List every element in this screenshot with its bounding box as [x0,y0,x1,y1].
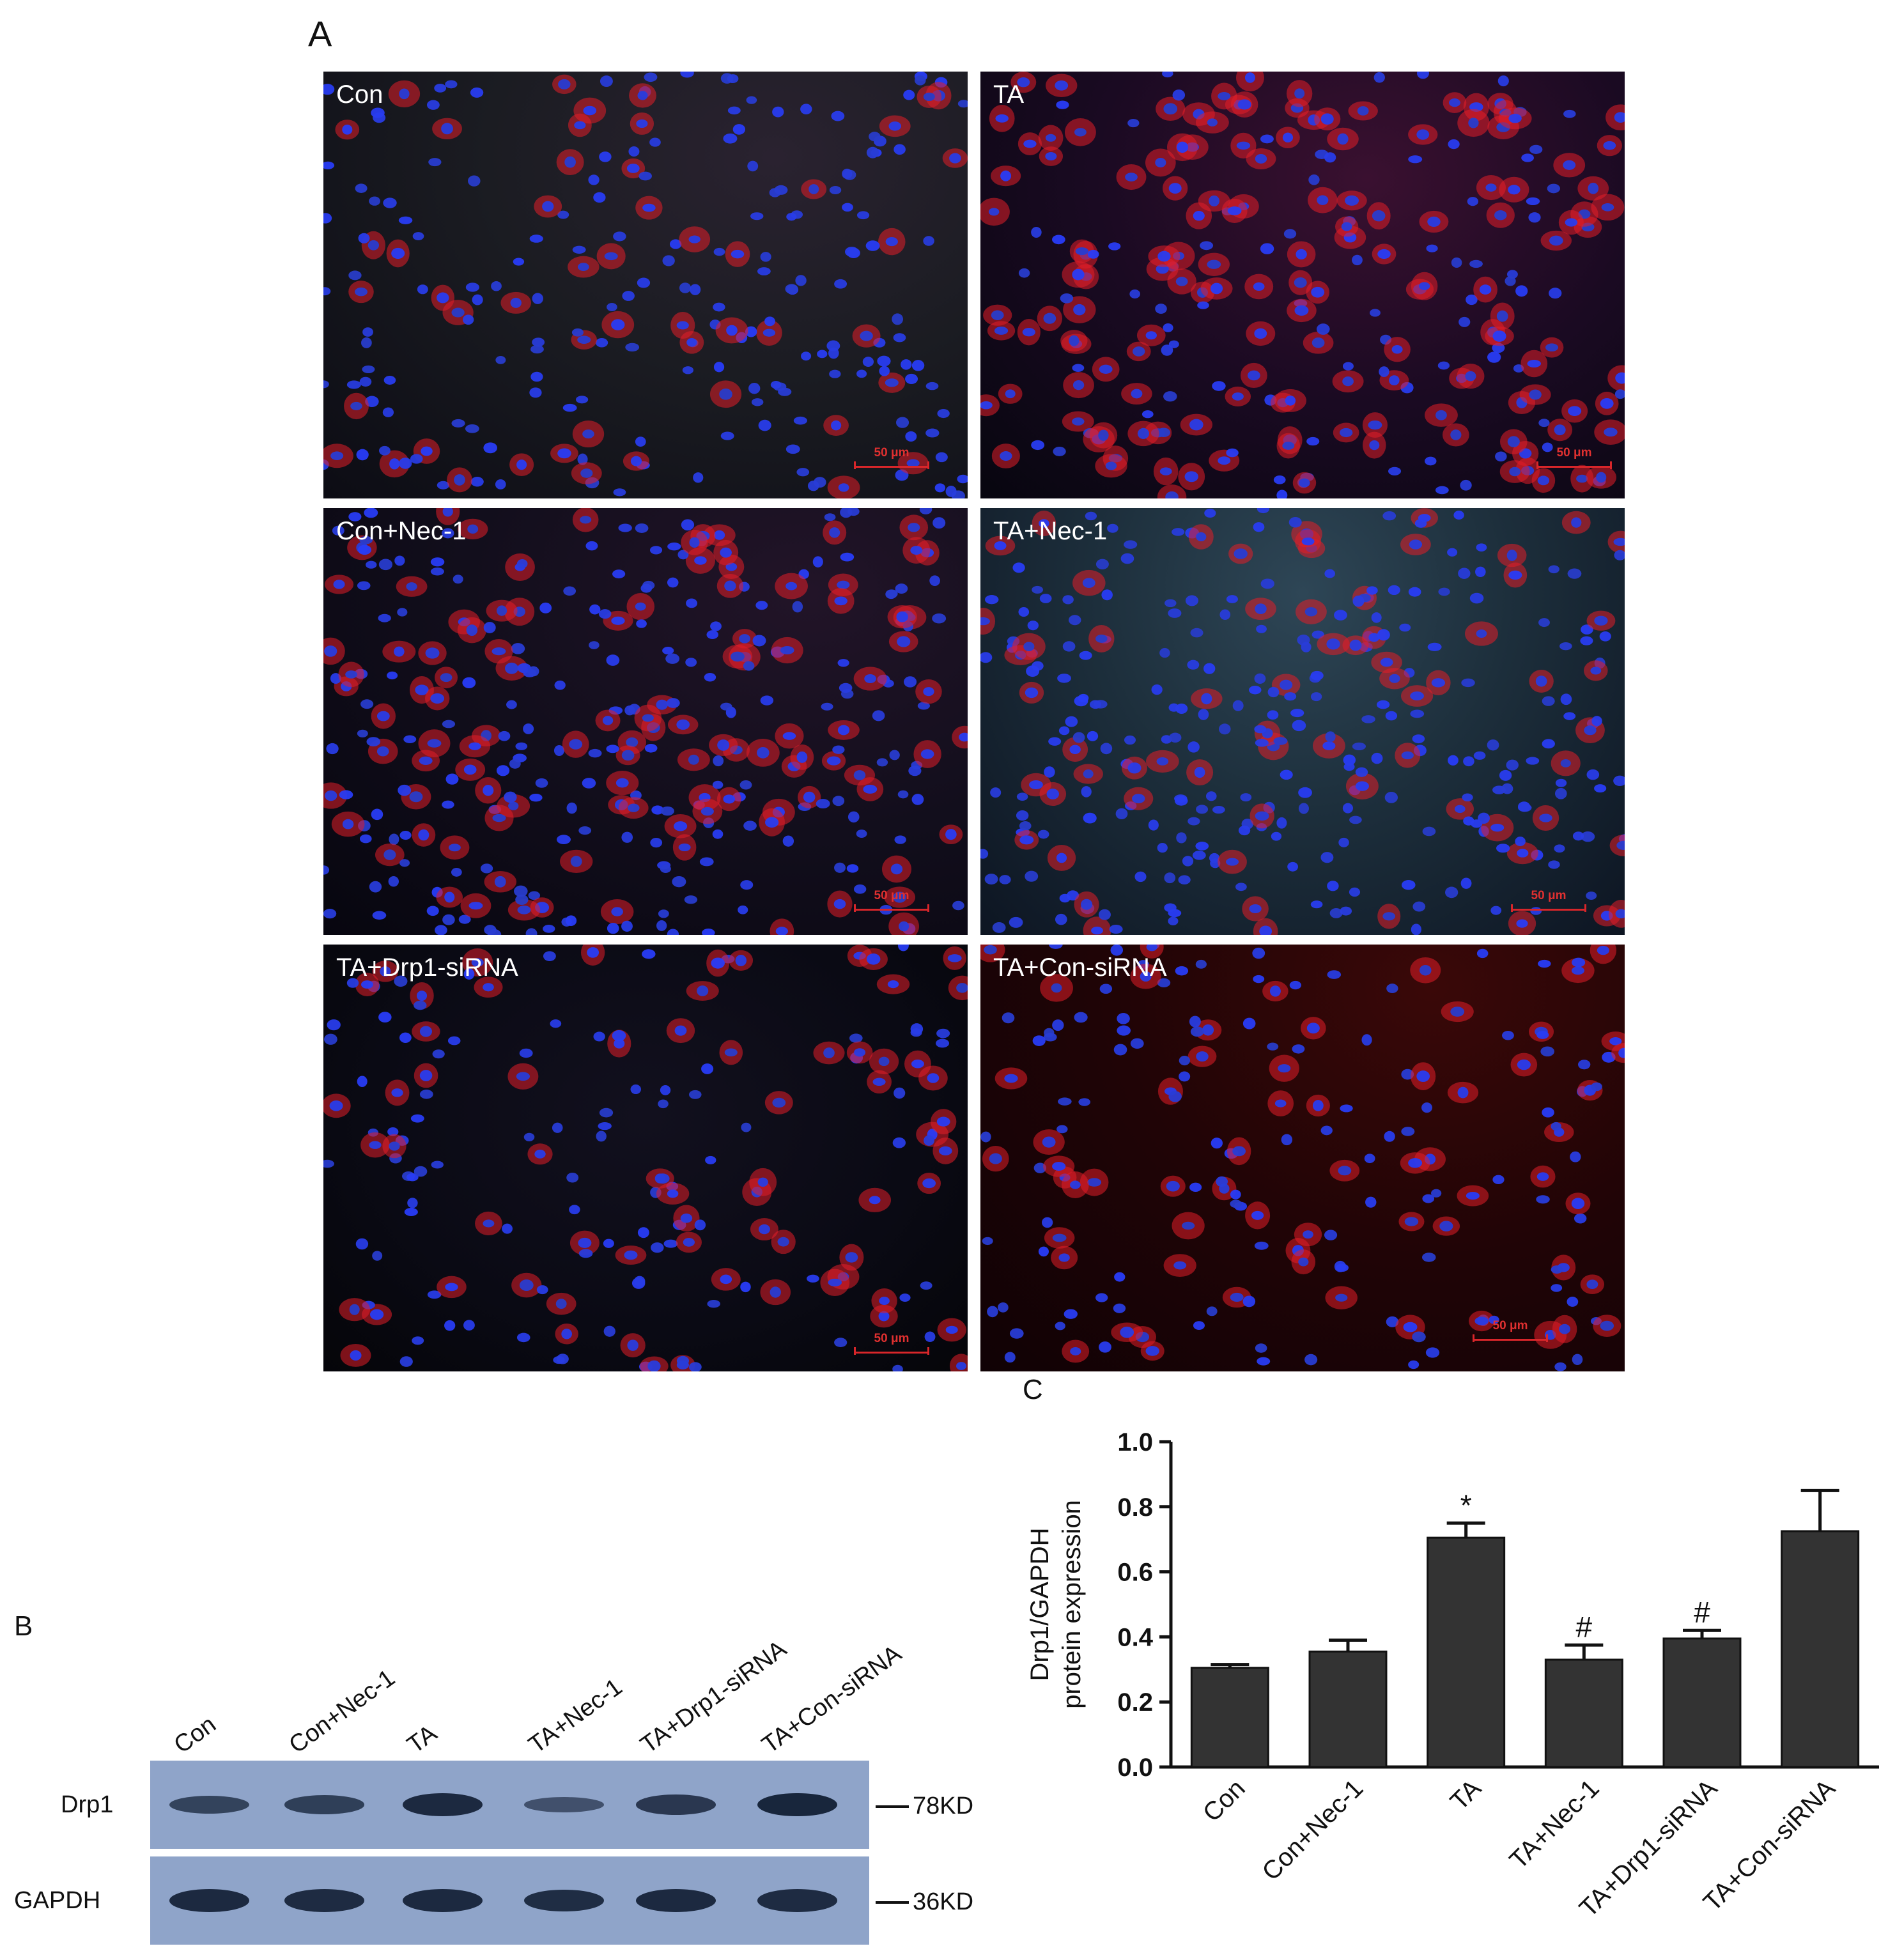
blot-lane-label: TA+Nec-1 [523,1673,628,1759]
blot-row-label: GAPDH [14,1887,101,1914]
scale-bar-label: 50 μm [1492,1319,1528,1332]
cell-field [323,945,968,1371]
blot-row-label: Drp1 [61,1791,114,1818]
blot-band [524,1889,604,1912]
cell-field [980,508,1625,935]
y-tick-label: 0.4 [1117,1623,1153,1651]
y-tick-label: 0.8 [1117,1493,1153,1522]
x-tick-label: Con+Nec-1 [1257,1774,1368,1886]
micrograph-label: Con [336,81,383,109]
y-axis-label-line2: protein expression [1058,1500,1086,1709]
micrograph-con-nec-1: Con+Nec-1 50 μm [323,508,968,935]
molecular-weight-marker: 78KD [913,1793,974,1819]
scale-bar: 50 μm [854,446,929,469]
micrograph-label: TA+Con-siRNA [993,953,1167,982]
scale-bar-label: 50 μm [874,1332,909,1345]
scale-bar: 50 μm [854,1332,929,1355]
marker-line [876,1901,909,1904]
bar [1544,1658,1623,1768]
scale-bar-label: 50 μm [874,446,909,459]
blot-band [757,1793,837,1817]
bar-chart: 0.0 0.2 0.4 0.6 0.8 1.0 Drp1/GAPDH protein expr… [1026,1428,1879,1923]
y-tick-label: 0.0 [1117,1754,1153,1782]
micrograph-ta: TA 50 μm [980,72,1625,498]
cell-field [323,508,968,935]
micrograph-ta-drp1-sirna: TA+Drp1-siRNA 50 μm [323,945,968,1371]
scale-bar-label: 50 μm [1531,889,1567,902]
marker-line [876,1805,909,1808]
bar [1662,1637,1742,1768]
blot-band [169,1795,249,1814]
scale-bar-label: 50 μm [1556,446,1592,459]
blot-band [403,1889,483,1912]
micrograph-label: TA [993,81,1025,109]
significance-marker: # [1576,1610,1593,1644]
micrograph-label: TA+Nec-1 [993,517,1108,545]
blot-band [403,1793,483,1816]
panel-letter-c: C [1023,1374,1043,1405]
scale-bar: 50 μm [1536,446,1612,469]
blot-strip-gapdh [150,1856,869,1945]
micrograph-ta-nec-1: TA+Nec-1 50 μm [980,508,1625,935]
bar [1427,1536,1506,1768]
blot-band [757,1889,837,1912]
scale-bar: 50 μm [854,889,929,912]
y-tick-label: 1.0 [1117,1428,1153,1456]
scale-bar: 50 μm [1473,1319,1548,1342]
micrograph-label: Con+Nec-1 [336,517,467,545]
blot-band [636,1889,716,1912]
cell-field [980,72,1625,498]
blot-lane-label: Con+Nec-1 [284,1664,400,1759]
blot-band [284,1795,364,1814]
blot-lane-label: TA [402,1720,442,1759]
bar [1308,1650,1388,1768]
cell-field [323,72,968,498]
significance-marker: * [1460,1488,1472,1522]
bar [1190,1667,1269,1768]
micrograph-label: TA+Drp1-siRNA [336,953,518,982]
significance-marker: # [1694,1596,1710,1629]
blot-band [284,1889,364,1912]
panel-letter-a: A [308,13,332,54]
cell-field [980,945,1625,1371]
micrograph-ta-con-sirna: TA+Con-siRNA 50 μm [980,945,1625,1371]
blot-band [169,1889,249,1912]
micrograph-con: Con 50 μm [323,72,968,498]
molecular-weight-marker: 36KD [913,1888,974,1915]
x-tick-label: TA+Nec-1 [1505,1774,1605,1874]
blot-band [636,1794,716,1815]
scale-bar-label: 50 μm [874,889,909,902]
blot-strip-drp1 [150,1761,869,1849]
blot-band [524,1797,604,1812]
y-tick-label: 0.2 [1117,1688,1153,1717]
bar [1781,1530,1860,1768]
y-tick-label: 0.6 [1117,1559,1153,1587]
x-tick-label: TA [1445,1774,1487,1816]
blot-lane-label: Con [169,1711,221,1759]
panel-letter-b: B [14,1610,33,1642]
x-tick-label: Con [1198,1774,1251,1827]
scale-bar: 50 μm [1511,889,1586,912]
y-axis-label: Drp1/GAPDH [1026,1527,1054,1681]
